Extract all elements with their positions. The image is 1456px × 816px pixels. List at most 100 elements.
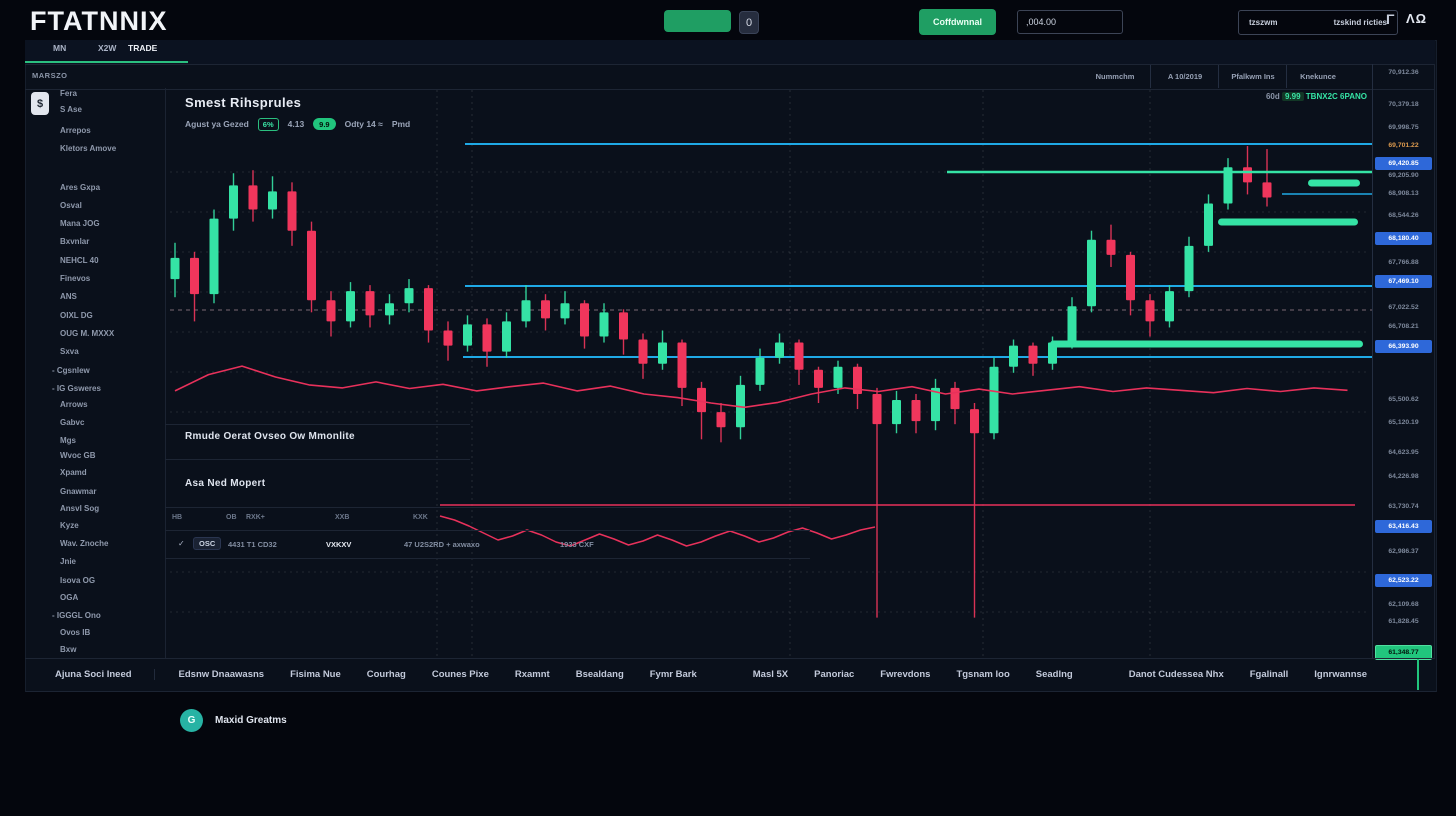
account-left-label: tzszwm — [1249, 18, 1278, 27]
footer-link[interactable]: Fisima Nue — [290, 669, 341, 680]
footer-link[interactable]: Fwrevdons — [880, 669, 931, 680]
sidebar-item[interactable]: - Cgsnlew — [52, 366, 90, 375]
sidebar-item[interactable]: Mgs — [60, 436, 76, 445]
axis-price-label: 68,908.13 — [1388, 190, 1419, 197]
axis-price-label: 64,623.95 — [1388, 449, 1419, 456]
sidebar-item[interactable]: Ovos IB — [60, 628, 91, 637]
sidebar-item[interactable]: OGA — [60, 593, 79, 602]
nav-tab-x2w[interactable]: X2W — [98, 43, 117, 53]
table-header: XXB — [335, 514, 350, 521]
axis-price-label: 66,708.21 — [1388, 323, 1419, 330]
account-selector[interactable]: tzszwm tzskind ricties — [1238, 10, 1398, 35]
help-row[interactable]: G Maxid Greatms — [180, 709, 287, 732]
sidebar-item[interactable]: Isova OG — [60, 576, 96, 585]
sidebar-item[interactable]: Ares Gxpa — [60, 183, 101, 192]
row-col4: 1933 CXF — [560, 540, 594, 549]
sidebar-item[interactable]: Arrepos — [60, 126, 91, 135]
price-axis[interactable]: 70,912.36 70,379.18 69,998.75 69,701.22 69,4… — [1372, 64, 1435, 660]
currency-chip[interactable]: $ — [31, 92, 49, 115]
footer-link[interactable]: Danot Cudessea Nhx — [1128, 669, 1224, 680]
sidebar-item[interactable]: NEHCL 40 — [60, 256, 99, 265]
sidebar-item[interactable]: Kletors Amove — [60, 144, 117, 153]
footer-link[interactable]: Rxamnt — [514, 669, 550, 680]
amount-input[interactable] — [1017, 10, 1123, 34]
pmd-text: Pmd — [391, 119, 411, 129]
help-icon[interactable]: G — [180, 709, 203, 732]
nav-tab-mn[interactable]: MN — [53, 43, 67, 53]
sidebar-item[interactable]: Sxva — [60, 347, 79, 356]
add-indicator-label[interactable]: Asa Ned Mopert — [185, 478, 266, 489]
footer-links-bar: Ajuna Soci Ineed Edsnw Dnaawasns Fisima Nu… — [25, 658, 1435, 690]
footer-link[interactable]: Tgsnam loo — [956, 669, 1010, 680]
footer-link[interactable]: Counes Pixe — [431, 669, 489, 680]
sidebar-item[interactable]: Xpamd — [60, 468, 87, 477]
market-sidebar: $ Fera S Ase Arrepos Kletors Amove Ares Gxpa… — [25, 88, 166, 658]
sidebar-item[interactable]: Mana JOG — [60, 219, 100, 228]
row-col3: 47 U2S2RD + axwaxo — [404, 540, 480, 549]
subnav-bar: MN X2W TRADE — [25, 40, 1435, 64]
sidebar-item[interactable]: Jnie — [60, 557, 77, 566]
sidebar-item[interactable]: Gnawmar — [60, 487, 97, 496]
sidebar-item[interactable]: - IGGGL Ono — [52, 611, 101, 620]
price-tag: 68,180.40 — [1375, 232, 1432, 245]
chart-tab[interactable]: Pfalkwm Ins — [1218, 65, 1287, 88]
price-tag: 67,469.10 — [1375, 275, 1432, 288]
balance-pill[interactable] — [664, 10, 731, 32]
sidebar-item[interactable]: Gabvc — [60, 418, 85, 427]
markets-strip: MARSZO Nummchm A 10/2019 Pfalkwm Ins Knekun… — [25, 64, 1435, 90]
axis-price-label: 70,379.18 — [1388, 101, 1419, 108]
footer-link[interactable]: Ajuna Soci Ineed — [55, 669, 155, 680]
fullscreen-icon[interactable]: Γ — [1386, 11, 1395, 27]
panel-divider — [165, 507, 810, 508]
footer-link[interactable]: Ignrwannse — [1314, 669, 1368, 680]
percent-badge: 6% — [257, 117, 279, 131]
sidebar-item[interactable]: Osval — [60, 201, 82, 210]
footer-link[interactable]: Seadlng — [1035, 669, 1073, 680]
axis-price-label: 67,766.88 — [1388, 259, 1419, 266]
sidebar-item[interactable]: S Ase — [60, 105, 82, 114]
sidebar-item[interactable]: Bxw — [60, 645, 77, 654]
sidebar-item[interactable]: Kyze — [60, 521, 79, 530]
notification-count-badge[interactable]: 0 — [739, 11, 759, 34]
footer-link[interactable]: Bsealdang — [575, 669, 624, 680]
app-logo: FTATNNIX — [30, 6, 168, 36]
price-change-stat: 60d 9.99 TBNX2C 6PANO — [1245, 92, 1367, 101]
footer-link[interactable]: Masl 5X — [752, 669, 789, 680]
sidebar-item[interactable]: Fera — [60, 89, 77, 98]
chart-tab[interactable]: Nummchm — [1095, 72, 1135, 81]
row-col1: 4431 T1 CD32 — [228, 540, 277, 549]
sidebar-item[interactable]: Finevos — [60, 274, 91, 283]
axis-price-label: 70,912.36 — [1388, 69, 1419, 76]
panel-divider — [165, 530, 810, 531]
price-chart-svg[interactable] — [165, 88, 1372, 658]
sidebar-item[interactable]: Wvoc GB — [60, 451, 96, 460]
axis-price-label: 64,226.98 — [1388, 473, 1419, 480]
panel-divider — [165, 424, 470, 425]
footer-link[interactable]: Courhag — [366, 669, 406, 680]
panel-divider — [165, 459, 470, 460]
footer-link[interactable]: Edsnw Dnaawasns — [178, 669, 265, 680]
chart-tab[interactable]: A 10/2019 — [1150, 65, 1219, 88]
footer-link[interactable]: Fgalinall — [1249, 669, 1289, 680]
sidebar-item[interactable]: Bxvnlar — [60, 237, 90, 246]
footer-link[interactable]: Fymr Bark — [649, 669, 697, 680]
sidebar-item[interactable]: OIXL DG — [60, 311, 93, 320]
table-header: OB — [226, 514, 237, 521]
language-icon[interactable]: ΛΩ — [1406, 11, 1428, 26]
row-checkmark[interactable]: ✓ — [178, 539, 185, 548]
sidebar-item[interactable]: Arrows — [60, 400, 88, 409]
connect-button[interactable]: Coffdwnnal — [919, 9, 996, 35]
sidebar-item[interactable]: Ansvl Sog — [60, 504, 100, 513]
footer-link[interactable]: Panoriac — [814, 669, 855, 680]
nav-tab-trade[interactable]: TRADE — [128, 43, 158, 53]
symbol-title: Smest Rihsprules — [185, 95, 302, 110]
sidebar-item[interactable]: OUG M. MXXX — [60, 329, 115, 338]
sidebar-item[interactable]: ANS — [60, 292, 77, 301]
stat-value: TBNX2C 6PANO — [1305, 92, 1367, 101]
active-tab-underline — [25, 61, 188, 63]
axis-price-label: 65,500.62 — [1388, 396, 1419, 403]
sidebar-item[interactable]: Wav. Znoche — [60, 539, 109, 548]
sidebar-item[interactable]: - IG Gsweres — [52, 384, 101, 393]
chart-tab[interactable]: Knekunce — [1286, 65, 1349, 88]
